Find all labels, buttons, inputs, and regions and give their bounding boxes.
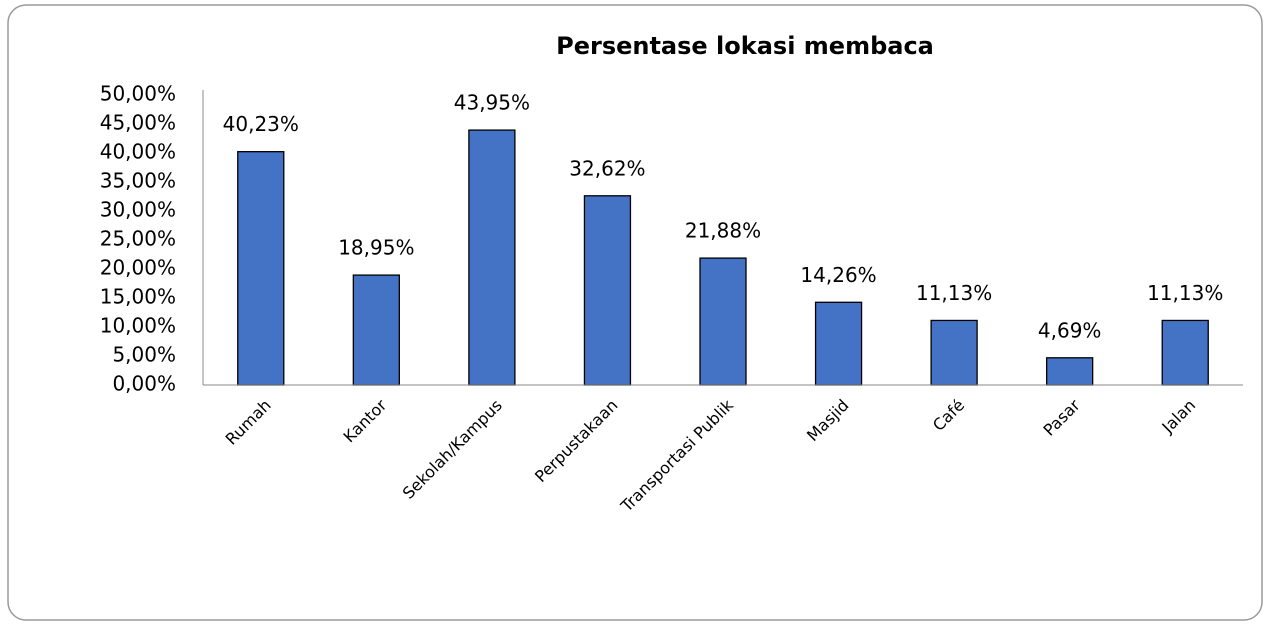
bar	[1046, 357, 1094, 386]
bar	[352, 274, 400, 386]
bar	[1161, 319, 1209, 386]
y-tick-label: 50,00%	[100, 82, 176, 106]
y-tick-label: 0,00%	[112, 372, 176, 396]
y-tick-label: 45,00%	[100, 111, 176, 135]
bar	[699, 257, 747, 386]
y-tick-label: 35,00%	[100, 169, 176, 193]
bar	[583, 195, 632, 386]
y-tick-label: 15,00%	[100, 285, 176, 309]
data-label: 21,88%	[685, 219, 761, 243]
data-label: 40,23%	[223, 112, 299, 136]
data-label: 43,95%	[454, 91, 530, 115]
bar	[814, 301, 863, 386]
bar	[930, 319, 978, 386]
data-label: 32,62%	[569, 156, 645, 180]
chart-title: Persentase lokasi membaca	[556, 32, 934, 60]
bar	[468, 129, 516, 386]
bar	[237, 151, 285, 386]
data-label: 18,95%	[338, 236, 414, 260]
y-tick-label: 25,00%	[100, 227, 176, 251]
data-label: 11,13%	[1147, 281, 1223, 305]
y-tick-label: 30,00%	[100, 198, 176, 222]
data-label: 11,13%	[916, 281, 992, 305]
y-tick-label: 40,00%	[100, 140, 176, 164]
y-tick-label: 20,00%	[100, 256, 176, 280]
y-tick-label: 10,00%	[100, 314, 176, 338]
frame	[7, 4, 1263, 621]
data-label: 14,26%	[800, 263, 876, 287]
y-tick-label: 5,00%	[112, 343, 176, 367]
data-label: 4,69%	[1038, 318, 1102, 342]
